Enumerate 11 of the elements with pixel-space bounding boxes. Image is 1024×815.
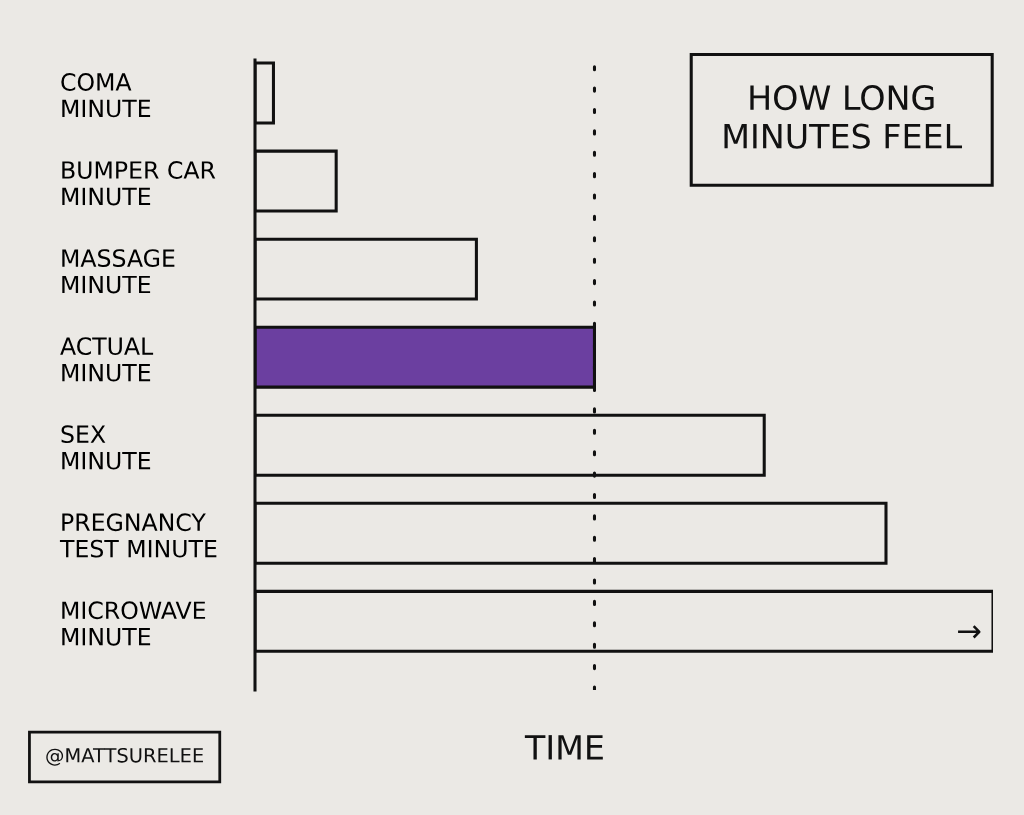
text: @MATTSURELEE xyxy=(46,747,203,766)
y-tick-label: PREGNANCY TEST MINUTE xyxy=(59,513,217,558)
y-tick-label: MICROWAVE MINUTE xyxy=(62,601,206,646)
x-axis-title: TIME xyxy=(524,735,603,760)
annotation: → xyxy=(958,625,981,639)
y-tick-label: BUMPER CAR MINUTE xyxy=(62,161,216,206)
y-tick-label: COMA MINUTE xyxy=(61,73,151,118)
y-tick-label: ACTUAL MINUTE xyxy=(60,337,154,382)
y-tick-label: SEX MINUTE xyxy=(61,425,151,470)
text: HOW LONG MINUTES FEEL xyxy=(724,85,963,149)
y-tick-label: MASSAGE MINUTE xyxy=(62,249,175,294)
